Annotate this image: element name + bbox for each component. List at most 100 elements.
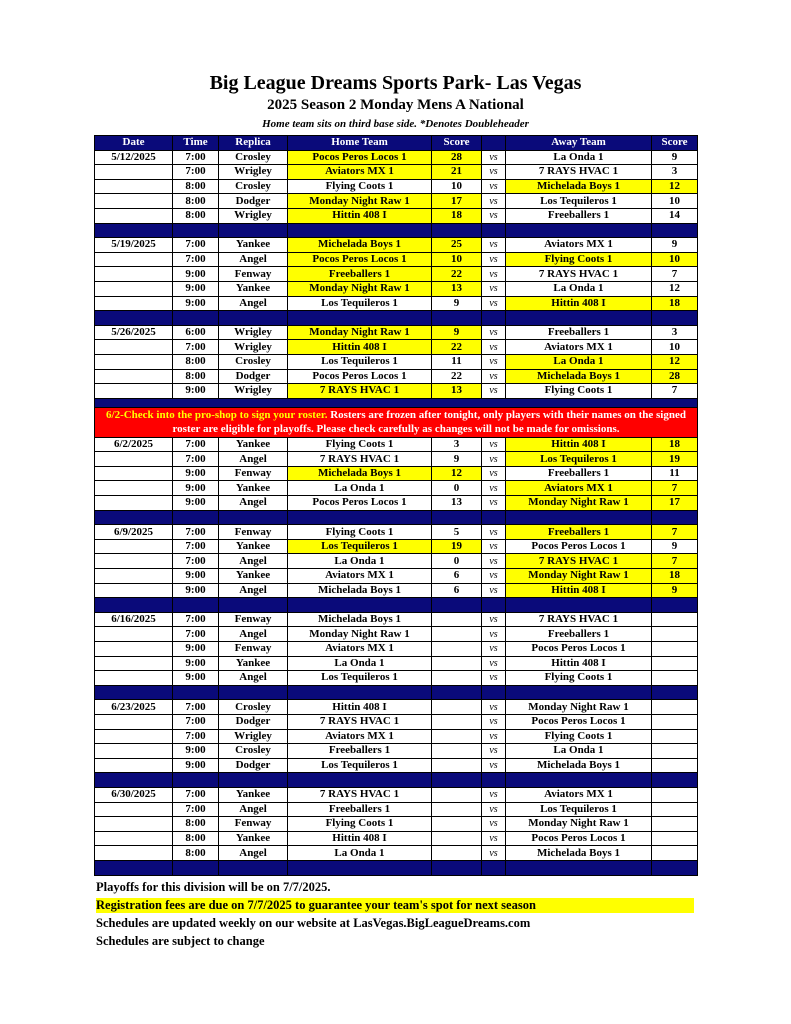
game-date — [94, 178, 173, 195]
game-date — [94, 451, 173, 467]
game-field: Yankee — [218, 237, 288, 253]
away-team: Pocos Peros Locos 1 — [505, 641, 652, 657]
home-score — [431, 641, 482, 657]
vs-label: vs — [481, 670, 506, 686]
game-field: Angel — [218, 251, 288, 268]
away-score: 7 — [651, 524, 698, 540]
col-vs — [481, 135, 506, 151]
divider-cell — [651, 310, 698, 326]
game-time: 9:00 — [172, 480, 219, 497]
game-date: 5/12/2025 — [94, 149, 173, 166]
home-team: Aviators MX 1 — [287, 728, 432, 745]
vs-label: vs — [481, 383, 506, 399]
divider-cell — [505, 509, 652, 526]
home-team: Monday Night Raw 1 — [287, 626, 432, 642]
divider-cell — [505, 684, 652, 701]
vs-label: vs — [481, 178, 506, 195]
game-field: Crosley — [218, 149, 288, 166]
vs-label: vs — [481, 757, 506, 774]
game-date — [94, 538, 173, 555]
game-date — [94, 670, 173, 686]
vs-label: vs — [481, 339, 506, 355]
divider-cell — [287, 859, 432, 876]
divider-cell — [287, 222, 432, 239]
game-time: 9:00 — [172, 655, 219, 672]
divider-cell — [172, 222, 219, 239]
game-time: 9:00 — [172, 465, 219, 482]
vs-label: vs — [481, 626, 506, 642]
away-score: 9 — [651, 237, 698, 253]
game-time: 8:00 — [172, 845, 219, 861]
table-row: 9:00 Fenway Michelada Boys 1 12 vs Freeballer… — [94, 465, 698, 482]
away-team: Hittin 408 I — [505, 655, 652, 672]
divider-cell — [172, 310, 219, 326]
divider-cell — [431, 859, 482, 876]
game-time: 9:00 — [172, 266, 219, 282]
away-team: Flying Coots 1 — [505, 728, 652, 745]
home-score — [431, 816, 482, 832]
home-score: 28 — [431, 149, 482, 166]
away-score: 12 — [651, 353, 698, 370]
game-field: Angel — [218, 582, 288, 599]
game-date: 6/16/2025 — [94, 611, 173, 628]
week-divider — [94, 597, 698, 613]
home-team: Hittin 408 I — [287, 339, 432, 355]
game-date — [94, 553, 173, 570]
game-date — [94, 480, 173, 497]
notice-body: Rosters are frozen after tonight, only p… — [172, 409, 686, 436]
game-field: Fenway — [218, 641, 288, 657]
away-score: 19 — [651, 451, 698, 467]
home-score: 22 — [431, 368, 482, 385]
home-team: 7 RAYS HVAC 1 — [287, 786, 432, 803]
schedule-note: Home team sits on third base side. *Deno… — [262, 118, 529, 130]
home-score — [431, 611, 482, 628]
away-score: 9 — [651, 538, 698, 555]
vs-label: vs — [481, 845, 506, 861]
home-score: 18 — [431, 207, 482, 224]
game-field: Wrigley — [218, 728, 288, 745]
schedule-table: Date Time Replica Home Team Score Away T… — [94, 135, 698, 876]
roster-notice-text: 6/2-Check into the pro-shop to sign your… — [94, 406, 698, 438]
away-score — [651, 728, 698, 745]
game-field: Angel — [218, 801, 288, 818]
away-score — [651, 845, 698, 861]
away-score: 11 — [651, 465, 698, 482]
home-team: Freeballers 1 — [287, 801, 432, 818]
game-field: Dodger — [218, 713, 288, 730]
divider-cell — [172, 597, 219, 613]
home-team: Flying Coots 1 — [287, 178, 432, 195]
game-date — [94, 465, 173, 482]
home-team: Flying Coots 1 — [287, 524, 432, 540]
away-score: 7 — [651, 553, 698, 570]
home-score: 3 — [431, 436, 482, 453]
week-divider — [94, 310, 698, 326]
vs-label: vs — [481, 801, 506, 818]
game-time: 8:00 — [172, 816, 219, 832]
game-field: Angel — [218, 295, 288, 312]
vs-label: vs — [481, 237, 506, 253]
game-field: Wrigley — [218, 207, 288, 224]
table-row: 9:00 Yankee Monday Night Raw 1 13 vs La Onda … — [94, 280, 698, 297]
table-row: 7:00 Angel Monday Night Raw 1 vs Freeballers… — [94, 626, 698, 642]
game-date — [94, 266, 173, 282]
week-divider — [94, 859, 698, 876]
away-team: Michelada Boys 1 — [505, 757, 652, 774]
divider-cell — [481, 509, 506, 526]
col-away-score: Score — [651, 135, 698, 151]
home-team: Freeballers 1 — [287, 743, 432, 759]
divider-cell — [651, 509, 698, 526]
home-team: Aviators MX 1 — [287, 641, 432, 657]
col-replica: Replica — [218, 135, 288, 151]
game-field: Crosley — [218, 353, 288, 370]
away-score — [651, 816, 698, 832]
game-field: Dodger — [218, 193, 288, 209]
home-team: Flying Coots 1 — [287, 436, 432, 453]
divider-cell — [505, 310, 652, 326]
divider-cell — [218, 772, 288, 788]
away-team: Freeballers 1 — [505, 465, 652, 482]
home-score: 12 — [431, 465, 482, 482]
game-field: Angel — [218, 451, 288, 467]
table-row: 7:00 Angel Pocos Peros Locos 1 10 vs Flying C… — [94, 251, 698, 268]
home-team: La Onda 1 — [287, 845, 432, 861]
